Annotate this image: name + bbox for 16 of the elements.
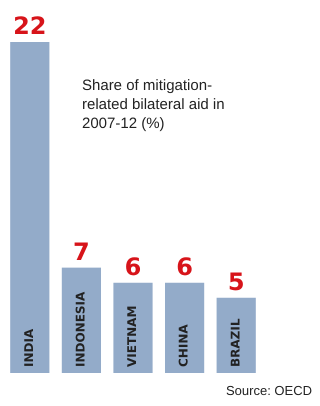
x-tick-label: VIETNAM [125, 306, 140, 367]
data-label: 22 [13, 12, 47, 40]
text: Share of mitigation-related bilateral aid in 2007-12 (%) [82, 76, 226, 133]
data-label: 5 [228, 268, 245, 296]
bar [216, 298, 256, 373]
data-label: 6 [176, 252, 193, 281]
x-tick-label: CHINA [176, 324, 191, 367]
data-label: 7 [73, 238, 90, 266]
bar [113, 282, 153, 373]
bar [164, 282, 204, 373]
source-note: Source: OECD [226, 383, 312, 398]
x-tick-label: INDIA [22, 328, 36, 367]
x-tick-label: INDONESIA [74, 290, 88, 367]
data-label: 6 [124, 252, 142, 281]
bar [10, 42, 50, 373]
x-tick-label: BRAZIL [228, 318, 242, 367]
